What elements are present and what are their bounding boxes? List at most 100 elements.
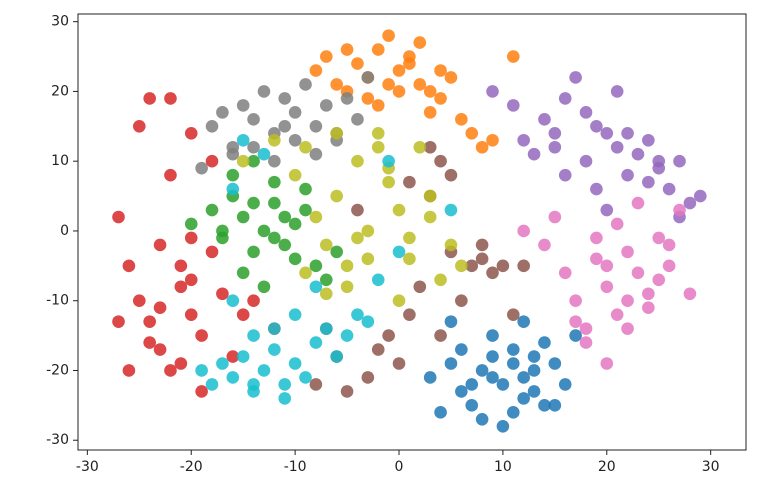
point xyxy=(288,133,302,147)
point xyxy=(558,266,572,280)
point xyxy=(278,378,292,391)
point xyxy=(299,203,312,217)
point xyxy=(642,175,655,189)
point xyxy=(247,245,260,259)
point xyxy=(174,357,188,370)
point xyxy=(486,85,499,98)
point xyxy=(299,140,312,154)
point xyxy=(600,126,614,140)
point xyxy=(236,99,250,112)
point xyxy=(309,64,323,77)
point xyxy=(455,113,468,126)
point xyxy=(538,238,551,252)
point xyxy=(579,336,593,349)
point xyxy=(236,133,250,147)
point xyxy=(590,252,603,266)
point xyxy=(164,168,177,182)
point xyxy=(569,315,582,328)
point xyxy=(475,238,489,252)
point xyxy=(621,245,634,259)
point xyxy=(423,371,437,384)
point xyxy=(319,238,333,252)
point xyxy=(558,168,572,182)
point xyxy=(226,182,240,196)
point xyxy=(506,99,520,112)
y-tick-label: 20 xyxy=(51,83,69,99)
point xyxy=(205,245,219,259)
x-tick-label: 30 xyxy=(702,459,720,475)
point xyxy=(662,259,676,273)
point xyxy=(226,168,240,182)
point xyxy=(340,385,354,398)
point xyxy=(434,64,447,77)
point xyxy=(621,168,634,182)
point xyxy=(319,50,333,63)
point xyxy=(216,106,229,119)
point xyxy=(247,140,260,154)
point xyxy=(184,231,198,245)
point xyxy=(268,231,281,245)
point xyxy=(205,378,219,391)
point xyxy=(174,280,188,294)
point xyxy=(268,154,281,168)
point xyxy=(392,203,406,217)
point xyxy=(579,322,593,335)
point xyxy=(392,245,406,259)
point xyxy=(423,189,437,203)
point xyxy=(153,343,167,356)
point xyxy=(351,113,364,126)
point xyxy=(247,378,260,391)
point xyxy=(205,203,219,217)
point xyxy=(392,64,406,77)
point xyxy=(351,154,364,168)
point xyxy=(112,210,125,224)
point xyxy=(122,364,136,377)
point xyxy=(434,92,447,105)
point xyxy=(288,252,302,266)
point xyxy=(319,99,333,112)
point xyxy=(590,231,603,245)
point xyxy=(538,336,551,349)
point xyxy=(506,357,520,370)
y-tick-label: -30 xyxy=(46,432,69,448)
point xyxy=(621,322,634,335)
point xyxy=(164,92,177,105)
point xyxy=(392,294,406,308)
point xyxy=(143,92,156,105)
point xyxy=(371,99,385,112)
points xyxy=(112,29,707,433)
point xyxy=(236,350,250,363)
point xyxy=(423,85,437,98)
point xyxy=(382,78,395,91)
point xyxy=(257,280,271,294)
point xyxy=(486,371,499,384)
point xyxy=(226,350,240,363)
point xyxy=(538,399,551,412)
x-tick-label: 10 xyxy=(494,459,512,475)
point xyxy=(112,315,125,328)
point xyxy=(444,168,458,182)
y-tick-label: 0 xyxy=(60,223,69,239)
point xyxy=(517,259,530,273)
y-tick-label: -10 xyxy=(46,293,69,309)
point xyxy=(309,120,323,133)
point xyxy=(247,329,260,342)
point xyxy=(174,259,188,273)
point xyxy=(496,419,510,433)
point xyxy=(517,371,530,384)
point xyxy=(184,126,198,140)
point xyxy=(455,385,468,398)
point xyxy=(403,175,416,189)
point xyxy=(413,78,427,91)
point xyxy=(247,294,260,308)
point xyxy=(527,350,541,363)
point xyxy=(465,399,479,412)
point xyxy=(340,259,354,273)
point xyxy=(610,308,624,321)
point xyxy=(569,71,582,84)
point xyxy=(486,329,499,342)
point xyxy=(216,287,229,301)
point xyxy=(642,287,655,301)
